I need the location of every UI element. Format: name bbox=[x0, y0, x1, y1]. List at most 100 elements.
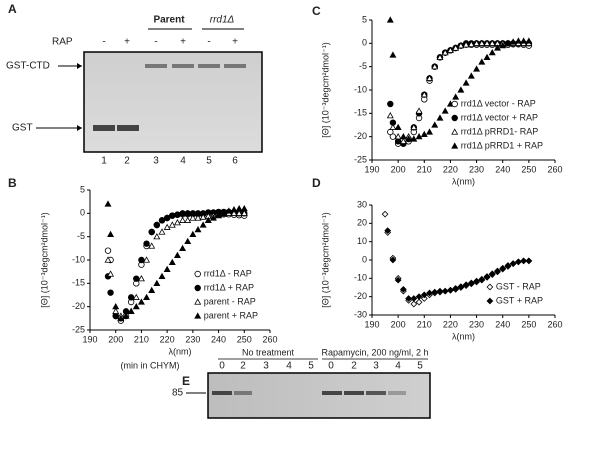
x-tick-label: 220 bbox=[160, 334, 175, 344]
data-point bbox=[410, 135, 418, 142]
data-point bbox=[104, 256, 112, 263]
data-point bbox=[431, 63, 439, 70]
gel-e: E No treatment Rapamycin, 200 ng/ml, 2 h… bbox=[120, 347, 431, 419]
x-tick-label: 230 bbox=[469, 164, 484, 174]
y-axis-label: [Θ] (10⁻³degcm²dmol⁻¹) bbox=[39, 212, 49, 308]
data-point bbox=[107, 289, 114, 296]
chart: C -25 -20 -15 -10 -5 0 5 190 200 210 220 230 240 250 26… bbox=[312, 4, 563, 186]
data-point bbox=[462, 281, 470, 289]
x-tick-label: 230 bbox=[469, 319, 484, 329]
data-point bbox=[441, 287, 449, 295]
data-point bbox=[148, 242, 156, 249]
data-point bbox=[389, 51, 397, 58]
data-point bbox=[386, 16, 394, 23]
time: 3 bbox=[263, 361, 269, 372]
data-point bbox=[488, 39, 496, 46]
x-tick-label: 220 bbox=[443, 164, 458, 174]
group-label: Rapamycin, 200 ng/ml, 2 h bbox=[321, 347, 428, 357]
data-point bbox=[473, 39, 481, 46]
x-tick-label: 240 bbox=[211, 334, 226, 344]
data-point bbox=[179, 244, 187, 251]
data-point bbox=[174, 211, 181, 218]
panel-label: B bbox=[8, 176, 17, 190]
x-tick-label: 250 bbox=[237, 334, 252, 344]
data-point bbox=[405, 135, 413, 142]
data-point bbox=[173, 219, 181, 226]
data-point bbox=[400, 285, 407, 293]
data-point bbox=[209, 214, 217, 221]
data-point bbox=[410, 300, 418, 308]
data-point bbox=[107, 230, 115, 237]
data-point bbox=[240, 209, 248, 216]
data-point bbox=[420, 291, 428, 299]
data-point bbox=[104, 200, 112, 207]
data-point bbox=[420, 130, 428, 137]
data-point bbox=[143, 240, 150, 247]
data-point bbox=[204, 216, 212, 223]
y-tick-label: 5 bbox=[80, 184, 85, 194]
data-point bbox=[230, 209, 238, 216]
legend-label: parent + RAP bbox=[204, 310, 258, 320]
data-point bbox=[446, 46, 454, 53]
data-point bbox=[112, 307, 120, 314]
band bbox=[322, 391, 342, 395]
data-point bbox=[415, 107, 423, 114]
y-tick-label: -25 bbox=[354, 154, 367, 164]
x-tick-label: 190 bbox=[82, 334, 97, 344]
data-point bbox=[431, 121, 439, 128]
data-point bbox=[199, 221, 207, 228]
data-point bbox=[494, 44, 501, 51]
data-point bbox=[473, 277, 480, 285]
x-tick-label: 200 bbox=[391, 319, 406, 329]
data-point bbox=[457, 42, 465, 49]
legend-label: rrd1Δ vector - RAP bbox=[461, 98, 536, 108]
y-tick-label: 20 bbox=[357, 218, 367, 228]
data-point bbox=[520, 37, 528, 44]
legend-marker bbox=[486, 297, 494, 305]
data-point bbox=[504, 39, 512, 46]
treatment: - bbox=[207, 37, 210, 48]
data-point bbox=[199, 213, 207, 220]
data-point bbox=[179, 216, 187, 223]
gel bbox=[83, 51, 263, 153]
data-point bbox=[122, 312, 130, 319]
group-label: Parent bbox=[153, 15, 185, 26]
data-point bbox=[107, 270, 115, 277]
data-point bbox=[220, 209, 228, 216]
data-point bbox=[462, 41, 470, 48]
legend-marker bbox=[194, 270, 201, 278]
data-point bbox=[112, 312, 119, 320]
data-point bbox=[384, 227, 392, 235]
data-point bbox=[127, 307, 135, 314]
treatment: + bbox=[232, 37, 238, 48]
data-point bbox=[163, 265, 171, 272]
y-tick-label: 30 bbox=[357, 199, 367, 209]
data-point bbox=[436, 287, 444, 295]
data-point bbox=[127, 294, 135, 301]
band bbox=[224, 64, 246, 68]
band-label: GST bbox=[12, 123, 33, 134]
lane-number: 3 bbox=[153, 156, 159, 167]
data-point bbox=[483, 39, 491, 46]
x-tick-label: 240 bbox=[495, 164, 510, 174]
data-point bbox=[173, 251, 181, 258]
legend-marker bbox=[194, 312, 202, 319]
x-tick-label: 250 bbox=[521, 319, 536, 329]
y-tick-label: 5 bbox=[362, 14, 367, 24]
data-point bbox=[478, 58, 486, 65]
legend-label: rrd1Δ vector + RAP bbox=[461, 112, 538, 122]
y-tick-label: -5 bbox=[77, 231, 85, 241]
data-point bbox=[509, 38, 517, 45]
lane-number: 4 bbox=[180, 156, 186, 167]
data-point bbox=[389, 133, 397, 140]
data-point bbox=[488, 49, 496, 56]
x-tick-label: 250 bbox=[521, 164, 536, 174]
data-point bbox=[410, 295, 418, 302]
data-point bbox=[184, 237, 192, 244]
data-point bbox=[117, 314, 125, 321]
x-tick-label: 210 bbox=[417, 164, 432, 174]
treatment: + bbox=[124, 37, 130, 48]
panel-label: D bbox=[312, 176, 321, 190]
data-point bbox=[112, 303, 120, 310]
data-point bbox=[426, 128, 433, 135]
